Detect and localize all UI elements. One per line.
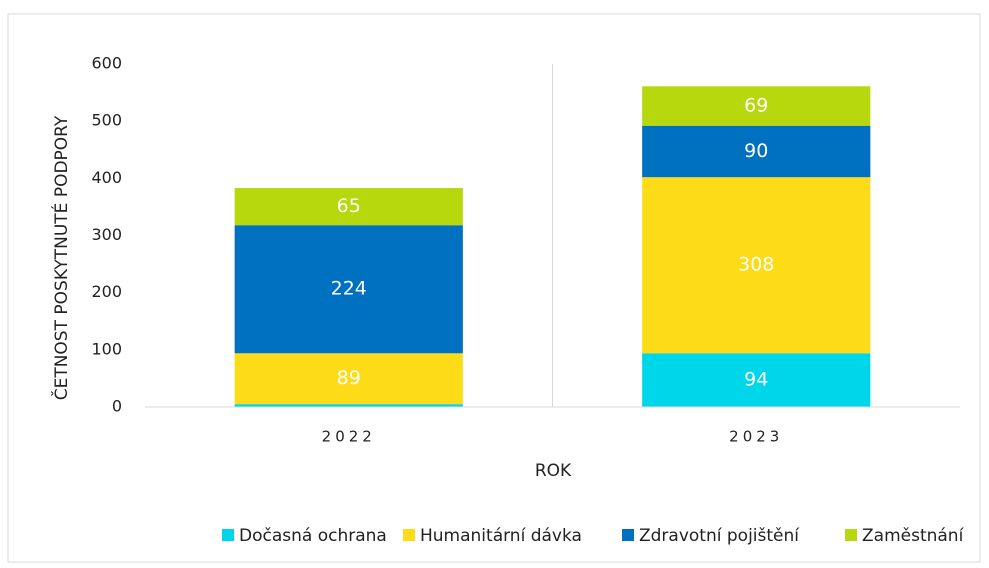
bar-segment	[234, 225, 463, 354]
data-label: 90	[744, 140, 768, 162]
bar-segment	[642, 86, 871, 126]
y-tick-label: 0	[112, 397, 122, 416]
y-tick-label: 600	[91, 54, 122, 73]
data-label: 65	[337, 195, 361, 217]
bar-segment	[234, 404, 463, 407]
data-label: 69	[744, 95, 768, 117]
data-label: 224	[331, 278, 367, 300]
y-tick-label: 500	[91, 111, 122, 130]
bar-segment	[234, 353, 463, 405]
legend-label: Zaměstnání	[862, 526, 965, 546]
bar-segment	[642, 125, 871, 178]
y-tick-label: 200	[91, 282, 122, 301]
legend-swatch	[622, 529, 634, 541]
data-label: 308	[738, 254, 774, 276]
x-tick-label: 2023	[729, 428, 783, 446]
legend-swatch	[403, 529, 415, 541]
data-label: 89	[337, 367, 361, 389]
x-axis-title: ROK	[535, 461, 572, 481]
bar-segment	[234, 188, 463, 226]
data-label: 94	[744, 369, 768, 391]
legend-label: Zdravotní pojištění	[639, 526, 800, 546]
legend-label: Humanitární dávka	[420, 526, 582, 546]
y-axis-title: ČETNOST POSKYTNUTÉ PODPORY	[50, 115, 72, 400]
legend-swatch	[845, 529, 857, 541]
legend-label: Dočasná ochrana	[239, 526, 387, 546]
x-tick-label: 2022	[322, 428, 376, 446]
y-tick-label: 100	[91, 339, 122, 358]
y-tick-label: 300	[91, 225, 122, 244]
bar-segment	[642, 177, 871, 354]
y-tick-label: 400	[91, 168, 122, 187]
legend-swatch	[222, 529, 234, 541]
bar-segment	[642, 353, 871, 407]
